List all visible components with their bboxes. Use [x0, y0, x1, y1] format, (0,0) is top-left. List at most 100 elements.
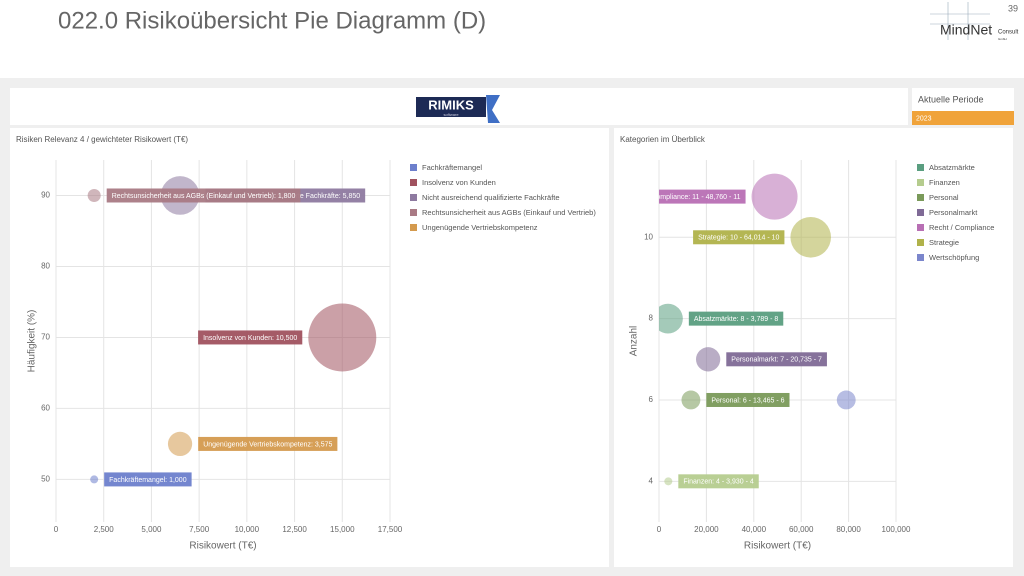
x-tick-label: 0: [54, 525, 59, 534]
chart-title: Kategorien im Überblick: [620, 135, 706, 144]
y-tick-label: 90: [41, 191, 50, 200]
legend-label: Wertschöpfung: [929, 253, 979, 262]
x-tick-label: 80,000: [836, 525, 861, 534]
data-label-bg: [659, 189, 746, 204]
x-tick-label: 10,000: [235, 525, 260, 534]
y-tick-label: 80: [41, 262, 50, 271]
legend-swatch: [917, 209, 924, 216]
y-tick-label: 10: [644, 232, 653, 241]
x-tick-label: 12,500: [282, 525, 307, 534]
legend-label: Fachkräftemangel: [422, 163, 482, 172]
y-tick-label: 50: [41, 475, 50, 484]
data-label: Absatzmärkte: 8 - 3,789 - 8: [694, 316, 779, 323]
y-tick-label: 4: [649, 476, 654, 485]
data-label: Recht / Compliance: 11 - 48,760 - 11: [627, 194, 740, 201]
data-label-bg: [726, 352, 827, 367]
x-tick-label: 100,000: [882, 525, 911, 534]
data-label: Personal: 6 - 13,465 - 6: [711, 397, 784, 404]
data-label-bg: [678, 474, 759, 489]
x-tick-label: 40,000: [742, 525, 767, 534]
banner-logo-sub: software: [443, 112, 459, 117]
legend-swatch: [917, 164, 924, 171]
bubble: [836, 390, 856, 410]
plot-area: Fachkräftemangel: 1,000 Insolvenz von Kun…: [87, 176, 377, 487]
data-label: Insolvenz von Kunden: 10,500: [203, 335, 297, 342]
x-axis-title: Risikowert (T€): [189, 541, 256, 552]
company-logo: MindNet Consult GmbH: [930, 2, 1019, 41]
x-tick-label: 7,500: [189, 525, 210, 534]
data-label: Finanzen: 4 - 3,930 - 4: [683, 479, 754, 486]
legend-label: Rechtsunsicherheit aus AGBs (Einkauf und…: [422, 208, 596, 217]
x-tick-label: 0: [657, 525, 662, 534]
legend-swatch: [410, 164, 417, 171]
bubble: [90, 475, 99, 484]
legend-swatch: [410, 194, 417, 201]
bubble: [664, 477, 673, 486]
legend-label: Absatzmärkte: [929, 163, 975, 172]
slide-title: 022.0 Risikoübersicht Pie Diagramm (D): [58, 7, 486, 34]
x-tick-label: 2,500: [94, 525, 115, 534]
legend-label: Nicht ausreichend qualifizierte Fachkräf…: [422, 193, 560, 202]
legend-label: Personal: [929, 193, 959, 202]
legend-swatch: [410, 224, 417, 231]
data-label: Fachkräftemangel: 1,000: [109, 477, 187, 484]
banner-logo: RIMIKS: [428, 97, 474, 112]
banner-logo-bg: [416, 97, 486, 117]
data-label-bg: [198, 436, 338, 451]
chart-title: Risiken Relevanz 4 / gewichteter Risikow…: [16, 135, 188, 144]
x-axis-title: Risikowert (T€): [744, 541, 811, 552]
logo-sub: Consult: [998, 30, 1019, 36]
legend-swatch: [917, 254, 924, 261]
page-number: 39: [1008, 3, 1018, 13]
data-label-bg: [198, 330, 303, 345]
data-label-bg: [693, 230, 785, 245]
bubble: [695, 347, 721, 372]
data-label: Rechtsunsicherheit aus AGBs (Einkauf und…: [112, 193, 296, 200]
period-value[interactable]: 2023: [916, 115, 932, 122]
data-label: Personalmarkt: 7 - 20,735 - 7: [731, 357, 822, 364]
legend-swatch: [917, 194, 924, 201]
legend-swatch: [917, 224, 924, 231]
data-label-bg: [706, 392, 790, 407]
x-tick-label: 15,000: [330, 525, 355, 534]
legend-swatch: [917, 239, 924, 246]
data-label-bg: [104, 472, 192, 487]
logo-sub2: GmbH: [998, 37, 1007, 41]
banner-logo-x: [486, 95, 500, 123]
data-label-bg: [106, 188, 301, 203]
plot-area: Absatzmärkte: 8 - 3,789 - 8 Finanzen: 4 -…: [627, 173, 856, 489]
legend-swatch: [917, 179, 924, 186]
legend-label: Recht / Compliance: [929, 223, 994, 232]
x-tick-label: 5,000: [141, 525, 162, 534]
legend-label: Insolvenz von Kunden: [422, 178, 496, 187]
data-label-bg: [688, 311, 784, 326]
y-axis-title: Häufigkeit (%): [27, 310, 38, 373]
x-tick-label: 60,000: [789, 525, 814, 534]
bubble: [790, 216, 831, 258]
legend-label: Personalmarkt: [929, 208, 978, 217]
y-tick-label: 60: [41, 404, 50, 413]
bubble: [681, 390, 701, 410]
legend-label: Ungenügende Vertriebskompetenz: [422, 223, 538, 232]
x-tick-label: 17,500: [378, 525, 403, 534]
legend-swatch: [410, 179, 417, 186]
bubble: [751, 173, 798, 220]
bubble: [659, 303, 683, 334]
y-tick-label: 70: [41, 333, 50, 342]
y-tick-label: 6: [649, 395, 654, 404]
period-bar[interactable]: [912, 111, 1014, 125]
bubble: [87, 188, 101, 203]
data-label: Strategie: 10 - 64,014 - 10: [698, 235, 779, 242]
y-tick-label: 8: [649, 314, 654, 323]
legend-swatch: [410, 209, 417, 216]
x-tick-label: 20,000: [694, 525, 719, 534]
data-label: Ungenügende Vertriebskompetenz: 3,575: [203, 441, 332, 448]
bubble: [308, 303, 377, 372]
logo-text: MindNet: [940, 22, 992, 38]
legend-label: Strategie: [929, 238, 959, 247]
legend-label: Finanzen: [929, 178, 960, 187]
y-axis-title: Anzahl: [629, 326, 640, 357]
bubble: [167, 431, 193, 457]
